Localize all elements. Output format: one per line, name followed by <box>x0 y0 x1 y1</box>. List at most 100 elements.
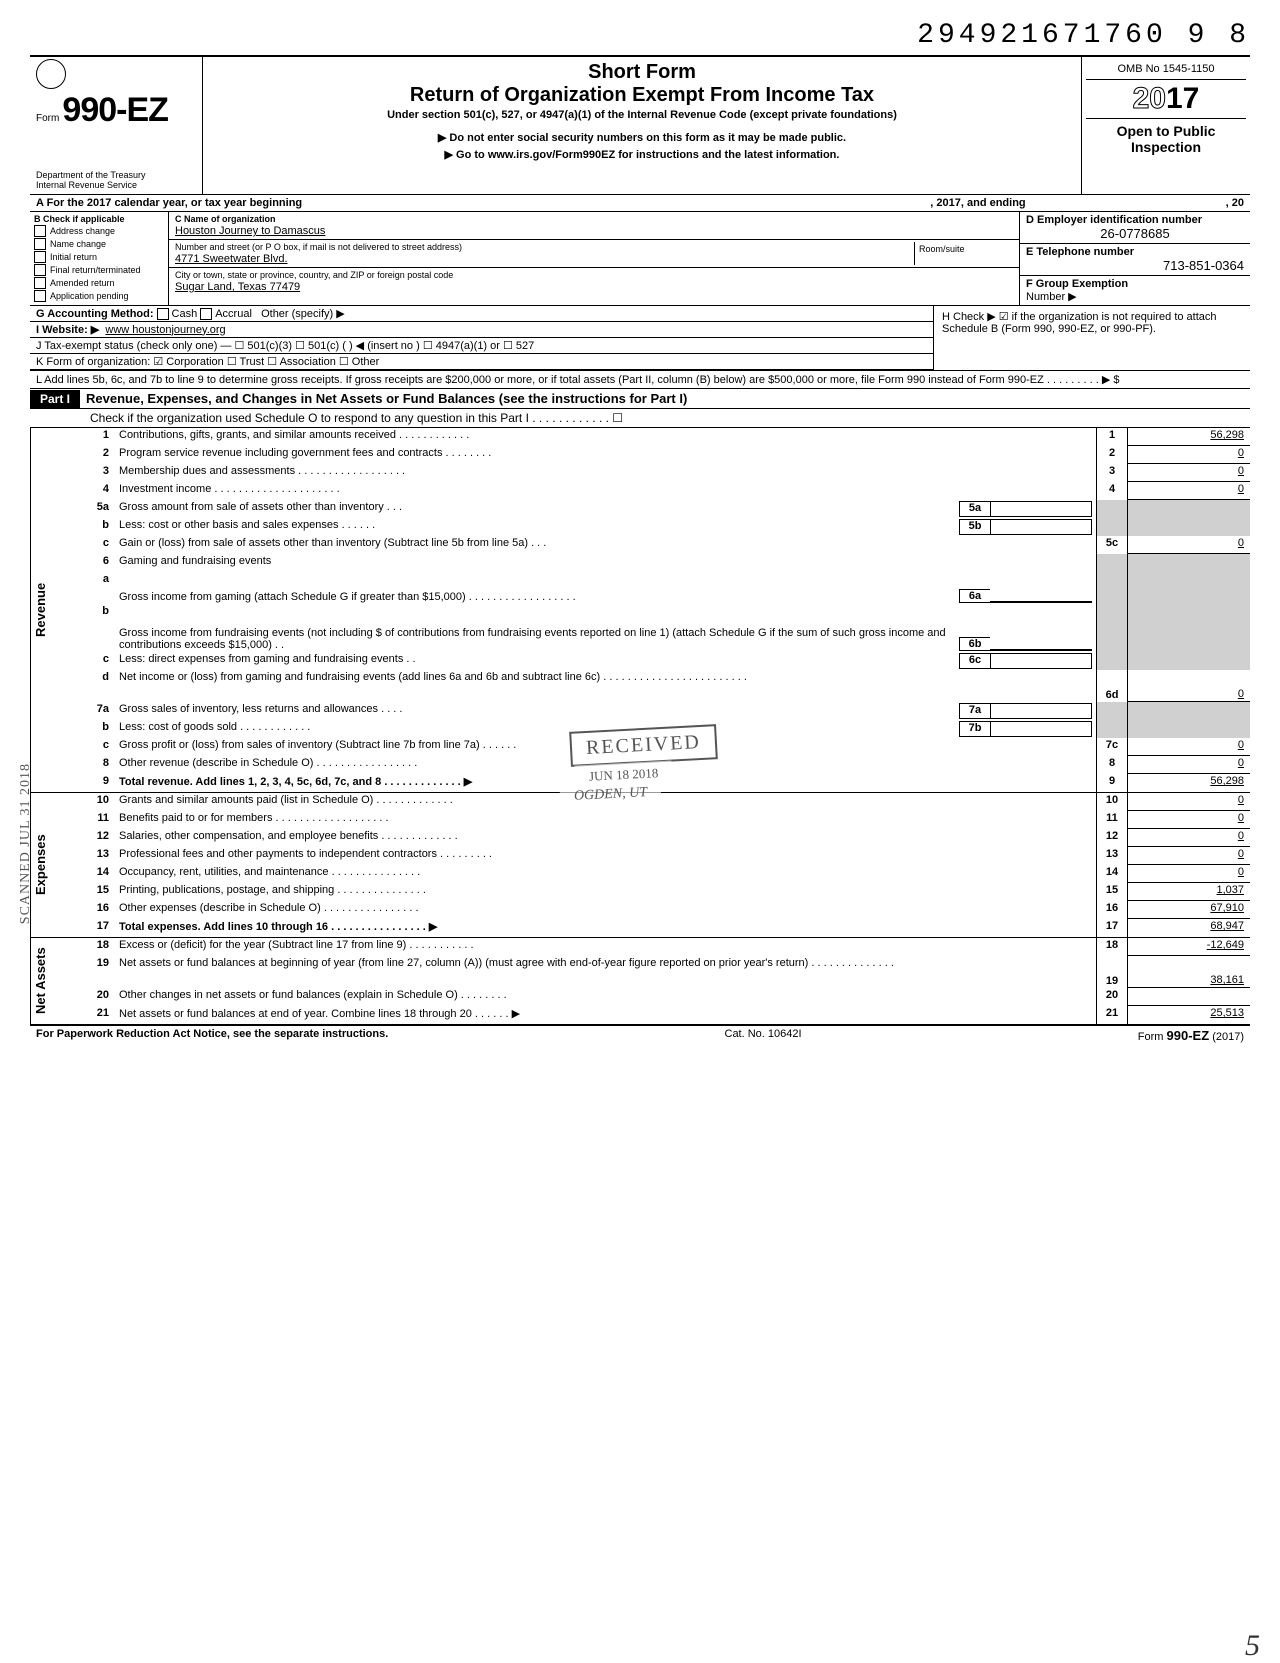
col-num: 3 <box>1096 464 1128 482</box>
line-num: d <box>63 670 115 702</box>
row-i-label: I Website: ▶ <box>36 323 99 336</box>
mini-val <box>990 703 1092 719</box>
subtitle: Under section 501(c), 527, or 4947(a)(1)… <box>211 109 1073 121</box>
col-num: 19 <box>1096 956 1128 988</box>
line-num: 13 <box>63 847 115 865</box>
col-val <box>1128 572 1250 604</box>
col-num: 6d <box>1096 670 1128 702</box>
line-num: 21 <box>63 1006 115 1024</box>
checkbox-cash[interactable] <box>157 308 169 320</box>
col-num: 8 <box>1096 756 1128 774</box>
line-num: 19 <box>63 956 115 988</box>
guidance-url: ▶ Go to www.irs.gov/Form990EZ for instru… <box>211 148 1073 161</box>
col-val: 0 <box>1128 865 1250 883</box>
col-num: 16 <box>1096 901 1128 919</box>
row-a-suffix: , 20 <box>1226 197 1244 209</box>
title-short-form: Short Form <box>211 61 1073 84</box>
mini-val <box>990 653 1092 669</box>
line-num: b <box>63 720 115 738</box>
line-num: b <box>63 518 115 536</box>
group-exempt-sub: Number ▶ <box>1026 291 1077 303</box>
col-val <box>1128 518 1250 536</box>
line-desc: Gross income from fundraising events (no… <box>119 627 959 651</box>
col-val: 1,037 <box>1128 883 1250 901</box>
line-num: 17 <box>63 919 115 937</box>
line-num: 6 <box>63 554 115 572</box>
year-suffix: 17 <box>1166 82 1199 115</box>
line-desc: Benefits paid to or for members . . . . … <box>115 811 1096 829</box>
cb-label: Final return/terminated <box>50 265 141 275</box>
footer-center: Cat. No. 10642I <box>388 1028 1137 1043</box>
line-num: 9 <box>63 774 115 792</box>
omb-number: OMB No 1545-1150 <box>1086 59 1246 80</box>
checkbox-accrual[interactable] <box>200 308 212 320</box>
col-val <box>1128 702 1250 720</box>
line-desc: Other changes in net assets or fund bala… <box>115 988 1096 1006</box>
row-a-mid: , 2017, and ending <box>930 197 1025 209</box>
mini-val <box>990 649 1092 651</box>
line-num: 10 <box>63 793 115 811</box>
col-val: 0 <box>1128 446 1250 464</box>
page-footer: For Paperwork Reduction Act Notice, see … <box>30 1025 1250 1045</box>
checkbox[interactable] <box>34 277 46 289</box>
col-val: 25,513 <box>1128 1006 1250 1024</box>
circle-graphic <box>36 59 66 89</box>
col-val: 0 <box>1128 847 1250 865</box>
line-num: 5a <box>63 500 115 518</box>
part1-badge: Part I <box>30 390 80 408</box>
netassets-section: Net Assets 18Excess or (deficit) for the… <box>30 938 1250 1025</box>
checkbox[interactable] <box>34 264 46 276</box>
line-desc: Total expenses. Add lines 10 through 16 … <box>115 919 1096 937</box>
col-num <box>1096 572 1128 604</box>
row-j: J Tax-exempt status (check only one) — ☐… <box>30 338 933 354</box>
col-num: 21 <box>1096 1006 1128 1024</box>
col-num <box>1096 518 1128 536</box>
street-value: 4771 Sweetwater Blvd. <box>175 253 914 265</box>
part1-check-text: Check if the organization used Schedule … <box>90 411 623 425</box>
open-to-public: Open to Public Inspection <box>1086 118 1246 159</box>
form-prefix: Form <box>36 113 59 124</box>
line-desc: Membership dues and assessments . . . . … <box>115 464 1096 482</box>
col-num <box>1096 554 1128 572</box>
mini-num: 7b <box>959 721 990 737</box>
line-num: c <box>63 738 115 756</box>
mini-num: 6b <box>959 637 990 651</box>
line-desc: Salaries, other compensation, and employ… <box>115 829 1096 847</box>
col-num: 13 <box>1096 847 1128 865</box>
form-header: Form 990-EZ Department of the Treasury I… <box>30 55 1250 195</box>
mini-val <box>990 501 1092 517</box>
line-num: b <box>63 604 115 652</box>
checkbox[interactable] <box>34 290 46 302</box>
row-k: K Form of organization: ☑ Corporation ☐ … <box>30 354 933 370</box>
col-val: 0 <box>1128 482 1250 500</box>
line-num: 11 <box>63 811 115 829</box>
cb-label: Application pending <box>50 291 129 301</box>
line-desc: Occupancy, rent, utilities, and maintena… <box>115 865 1096 883</box>
checkbox[interactable] <box>34 225 46 237</box>
line-desc: Gross sales of inventory, less returns a… <box>119 703 959 719</box>
line-desc: Excess or (deficit) for the year (Subtra… <box>115 938 1096 956</box>
line-num: c <box>63 652 115 670</box>
col-val <box>1128 604 1250 652</box>
row-h: H Check ▶ ☑ if the organization is not r… <box>933 306 1250 370</box>
ein-label: D Employer identification number <box>1026 214 1244 226</box>
box-b-header: B Check if applicable <box>34 214 164 224</box>
col-val: 68,947 <box>1128 919 1250 937</box>
identity-boxes: B Check if applicable Address change Nam… <box>30 212 1250 306</box>
col-val: 56,298 <box>1128 774 1250 792</box>
mini-val <box>990 721 1092 737</box>
checkbox[interactable] <box>34 251 46 263</box>
website-value: www houstonjourney.org <box>105 324 225 336</box>
org-name-label: C Name of organization <box>175 214 1013 224</box>
mini-num: 6c <box>959 653 990 669</box>
col-val: 0 <box>1128 670 1250 702</box>
footer-right: Form 990-EZ (2017) <box>1138 1028 1244 1043</box>
mini-val <box>990 519 1092 535</box>
line-desc: Gross amount from sale of assets other t… <box>119 501 959 517</box>
mini-num: 6a <box>959 589 990 603</box>
footer-right-form: 990-EZ <box>1167 1028 1210 1043</box>
line-desc: Net assets or fund balances at end of ye… <box>115 1006 1096 1024</box>
checkbox[interactable] <box>34 238 46 250</box>
row-g-label: G Accounting Method: <box>36 308 154 320</box>
col-val <box>1128 554 1250 572</box>
